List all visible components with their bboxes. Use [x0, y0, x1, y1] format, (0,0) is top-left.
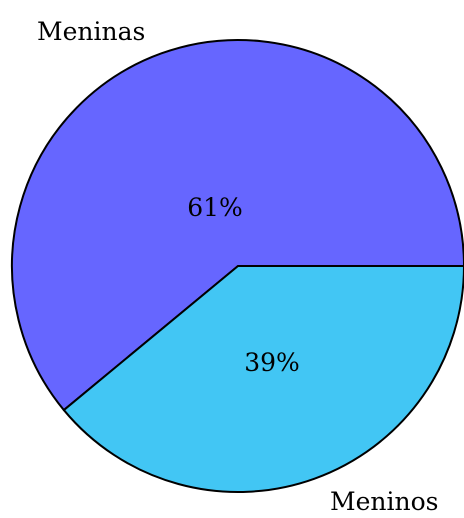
pie-slices: [12, 40, 464, 492]
slice-percent-meninos: 39%: [244, 348, 300, 377]
slice-label-meninas: Meninas: [37, 17, 145, 46]
slice-label-meninos: Meninos: [330, 487, 438, 516]
slice-percent-meninas: 61%: [187, 193, 243, 222]
